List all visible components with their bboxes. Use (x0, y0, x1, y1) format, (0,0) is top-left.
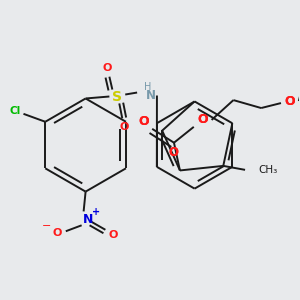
Text: CH₃: CH₃ (258, 165, 277, 175)
Text: O: O (138, 116, 148, 128)
Text: S: S (112, 89, 122, 103)
Text: N: N (146, 89, 156, 102)
Text: N: N (82, 213, 93, 226)
Text: O: O (197, 113, 208, 126)
Text: O: O (109, 230, 118, 240)
Text: +: + (92, 207, 101, 218)
Text: O: O (52, 228, 62, 238)
Text: O: O (197, 113, 208, 126)
Text: O: O (285, 94, 295, 108)
Text: H: H (144, 82, 152, 92)
Text: O: O (120, 122, 129, 132)
Text: −: − (42, 221, 52, 231)
Text: Cl: Cl (10, 106, 21, 116)
Text: O: O (168, 146, 178, 159)
Text: O: O (285, 94, 295, 108)
Text: O: O (168, 146, 178, 159)
Text: O: O (138, 116, 148, 128)
Text: O: O (103, 63, 112, 73)
